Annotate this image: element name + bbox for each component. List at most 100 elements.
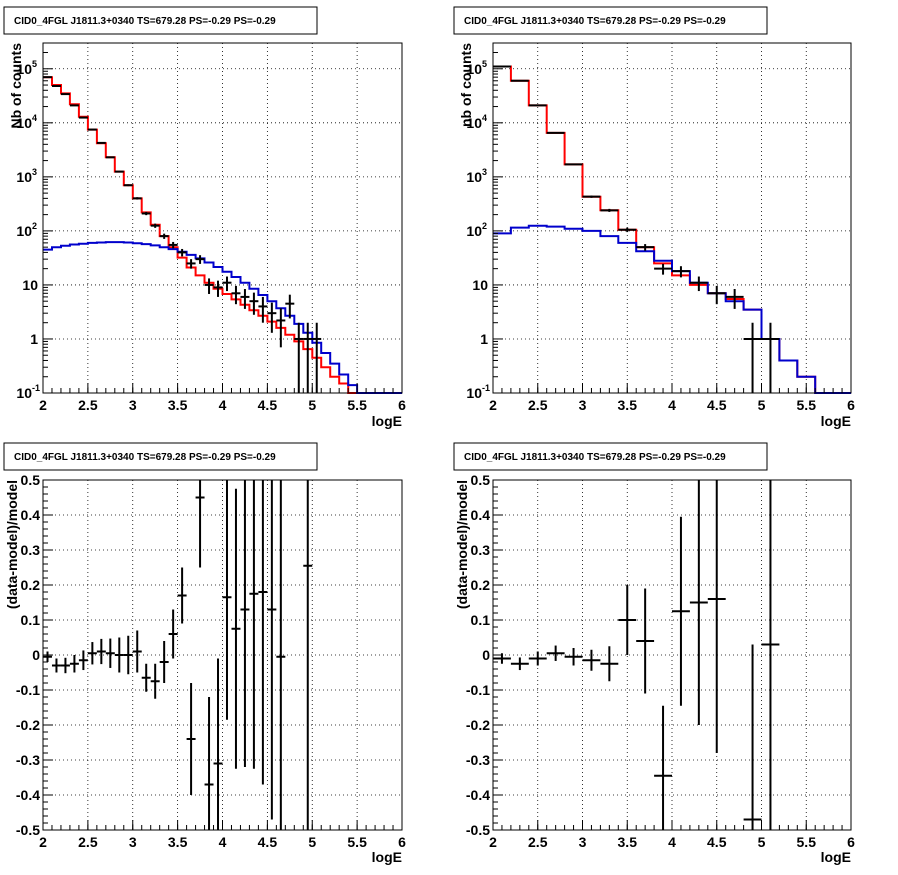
data-point [231,285,241,305]
data-point [60,657,70,674]
x-tick-label: 5 [308,834,316,850]
axis-ticks: 2 2.5 3 3.5 4 4.5 5 5.5 6 -0.5 -0.4 -0.3 -0.2 -0.1 0 0.… [16,472,406,850]
residual-points [493,480,780,830]
data-point [510,657,529,671]
data-point [240,480,250,767]
data-point [168,609,178,659]
y-tick-label: 10 [466,223,482,239]
panel-title-box [453,6,768,35]
data-point [528,651,547,666]
y-tick-exponent: 3 [482,167,487,177]
data-point [195,255,205,264]
data-point [312,322,322,393]
data-point [689,276,708,292]
x-tick-label: 5 [758,397,766,413]
y-tick-label: 10 [16,61,32,77]
y-tick-label: 10 [466,169,482,185]
y-tick-label: 10 [466,115,482,131]
data-point [105,156,115,159]
data-point [267,480,277,820]
y-tick-label: 0.5 [471,472,491,488]
data-point [43,651,52,662]
panel-title: CID0_4FGL J1811.3+0340 TS=679.28 PS=-0.2… [464,16,726,27]
y-tick-label: 0.4 [471,507,491,523]
data-point [105,638,115,668]
data-point [618,227,637,233]
residual-panel-right: CID0_4FGL J1811.3+0340 TS=679.28 PS=-0.2… [453,442,855,865]
panel-title-box [3,6,318,35]
data-point [743,322,762,393]
data-point [600,646,619,682]
y-tick-exponent: 4 [482,113,487,123]
source-model-histogram [493,224,851,394]
x-tick-label: 4.5 [707,834,727,850]
y-tick-label: 10 [16,385,32,401]
x-tick-label: 5 [308,397,316,413]
x-tick-label: 3 [129,834,137,850]
x-axis-label: logE [372,849,402,865]
data-point [654,263,672,275]
y-tick-label: 10 [472,277,488,293]
data-point [249,480,259,769]
y-tick-label: 10 [16,223,32,239]
data-point [564,648,583,666]
x-tick-label: 2.5 [528,397,548,413]
data-point [618,585,637,655]
x-tick-label: 3 [579,834,587,850]
data-point [689,480,708,725]
y-tick-label: 10 [16,169,32,185]
x-axis-label: logE [372,413,402,429]
data-point [213,658,223,830]
y-tick-exponent: 2 [482,221,487,231]
data-point [546,645,565,661]
y-tick-exponent: -1 [482,383,490,393]
data-point [177,567,187,624]
y-tick-label: 0.5 [21,472,41,488]
x-tick-label: 6 [398,397,406,413]
panel-title-box [3,442,318,471]
x-axis-label: logE [821,849,851,865]
x-tick-label: 4 [219,834,227,850]
x-tick-label: 4 [219,397,227,413]
x-tick-label: 6 [847,834,855,850]
data-point [87,128,97,131]
data-point [177,248,187,257]
y-tick-label: 1 [480,331,488,347]
counts-panel-right: CID0_4FGL J1811.3+0340 TS=679.28 PS=-0.2… [453,6,855,429]
data-point [222,480,232,720]
data-point [761,480,780,830]
y-tick-label: -0.1 [16,682,40,698]
x-tick-label: 2.5 [78,397,98,413]
data-point [303,480,313,830]
y-tick-label: 0.3 [21,542,41,558]
y-tick-label: 0.4 [21,507,41,523]
data-point [672,516,690,706]
x-tick-label: 2 [39,397,47,413]
data-point [186,683,196,795]
source-model-histogram [43,241,402,394]
data-point [213,280,223,297]
data-point [69,655,79,673]
y-tick-exponent: 2 [32,221,37,231]
data-point [141,663,151,692]
data-point [258,480,268,785]
data-point [600,208,619,212]
data-point [276,480,286,830]
y-tick-exponent: 4 [32,113,37,123]
x-tick-label: 2 [39,834,47,850]
y-tick-label: 0.1 [21,612,41,628]
data-point [258,296,268,323]
data-point [240,289,250,309]
y-tick-exponent: 5 [32,59,37,69]
x-axis-label: logE [821,413,851,429]
data-point [168,241,178,249]
data-point [582,649,601,671]
data-point [123,635,133,675]
data-point [132,630,142,673]
data-point [159,641,169,683]
data-point [564,163,583,166]
data-point [231,488,241,769]
data-point [96,141,106,144]
data-point [249,292,259,315]
